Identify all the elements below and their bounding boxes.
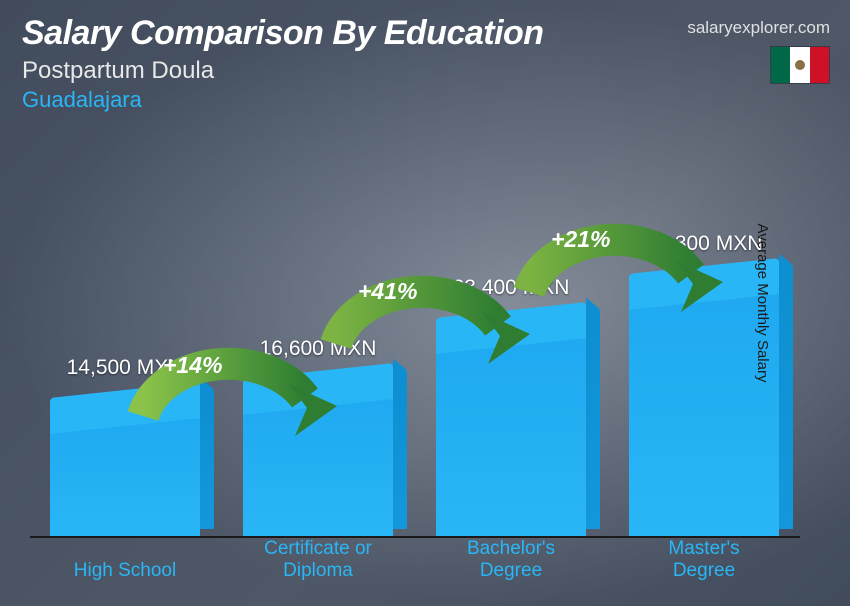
country-flag-icon: [770, 46, 830, 84]
bar-category-label: High School: [74, 560, 176, 582]
increase-percent: +41%: [358, 278, 417, 305]
chart-subtitle-job: Postpartum Doula: [22, 57, 828, 85]
bar-category-label: Bachelor'sDegree: [467, 538, 555, 582]
chart-subtitle-location: Guadalajara: [22, 87, 828, 113]
increase-arc: +21%: [511, 214, 721, 334]
bar-chart: 14,500 MXNHigh School16,600 MXNCertifica…: [30, 106, 800, 586]
increase-percent: +14%: [163, 352, 222, 379]
increase-arc: +14%: [125, 338, 335, 458]
brand-watermark: salaryexplorer.com: [687, 18, 830, 38]
bar-category-label: Certificate orDiploma: [264, 538, 372, 582]
y-axis-label: Average Monthly Salary: [754, 224, 771, 383]
chart-baseline: [30, 536, 800, 538]
increase-arc: +41%: [318, 266, 528, 386]
bar-category-label: Master'sDegree: [668, 538, 739, 582]
increase-percent: +21%: [551, 226, 610, 253]
